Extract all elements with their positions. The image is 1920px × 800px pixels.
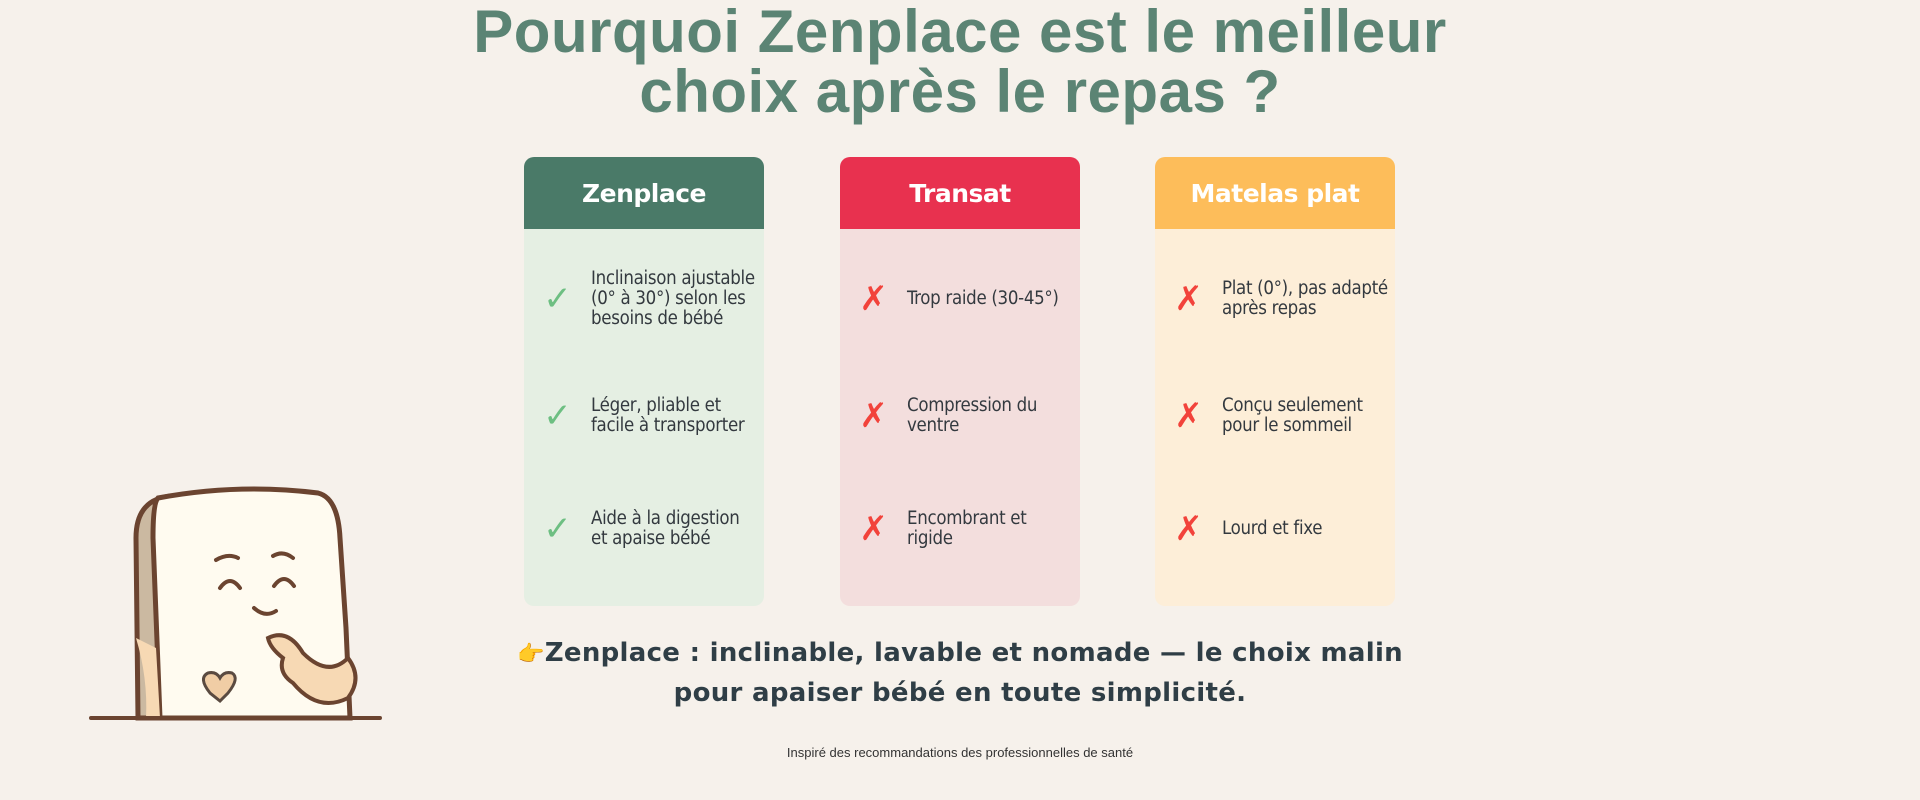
- footer-note: Inspiré des recommandations des professi…: [786, 745, 1134, 760]
- item-text: Trop raide (30-45°): [907, 288, 1059, 309]
- page-title: Pourquoi Zenplace est le meilleur choix …: [0, 2, 1920, 122]
- check-icon: ✓: [543, 279, 572, 319]
- comparison-card-matelas-plat: Matelas plat ✗ Plat (0°), pas adapté apr…: [1155, 157, 1395, 606]
- cross-icon: ✗: [859, 509, 888, 549]
- list-item: ✗ Encombrant et rigide: [840, 479, 1080, 579]
- comparison-card-transat: Transat ✗ Trop raide (30-45°) ✗ Compressi…: [840, 157, 1080, 606]
- list-item: ✗ Trop raide (30-45°): [840, 249, 1080, 349]
- list-item: ✓ Léger, pliable et facile à transporter: [524, 366, 764, 466]
- list-item: ✗ Compression du ventre: [840, 366, 1080, 466]
- check-icon: ✓: [543, 509, 572, 549]
- card-header: Zenplace: [524, 157, 764, 229]
- item-text: Encombrant et rigide: [907, 508, 1027, 549]
- list-item: ✓ Aide à la digestion et apaise bébé: [524, 479, 764, 579]
- mascot-illustration: [89, 486, 382, 721]
- card-body: ✗ Trop raide (30-45°) ✗ Compression du ve…: [840, 229, 1080, 606]
- summary-text: 👉Zenplace : inclinable, lavable et nomad…: [517, 638, 1403, 708]
- title-line-1: Pourquoi Zenplace est le meilleur: [473, 0, 1447, 65]
- check-icon: ✓: [543, 396, 572, 436]
- item-text: Aide à la digestion et apaise bébé: [591, 508, 740, 549]
- pointing-hand-icon: 👉: [517, 642, 545, 667]
- cross-icon: ✗: [859, 279, 888, 319]
- card-header: Transat: [840, 157, 1080, 229]
- card-body: ✓ Inclinaison ajustable (0° à 30°) selon…: [524, 229, 764, 606]
- item-text: Plat (0°), pas adapté après repas: [1222, 278, 1388, 319]
- cross-icon: ✗: [1174, 396, 1203, 436]
- card-header: Matelas plat: [1155, 157, 1395, 229]
- list-item: ✓ Inclinaison ajustable (0° à 30°) selon…: [524, 249, 764, 349]
- list-item: ✗ Plat (0°), pas adapté après repas: [1155, 249, 1395, 349]
- cross-icon: ✗: [1174, 279, 1203, 319]
- list-item: ✗ Conçu seulement pour le sommeil: [1155, 366, 1395, 466]
- item-text: Lourd et fixe: [1222, 518, 1323, 539]
- item-text: Compression du ventre: [907, 395, 1038, 436]
- item-text: Conçu seulement pour le sommeil: [1222, 395, 1363, 436]
- item-text: Inclinaison ajustable (0° à 30°) selon l…: [591, 268, 755, 329]
- title-line-2: choix après le repas ?: [639, 58, 1281, 125]
- cross-icon: ✗: [1174, 509, 1203, 549]
- item-text: Léger, pliable et facile à transporter: [591, 395, 745, 436]
- cross-icon: ✗: [859, 396, 888, 436]
- comparison-card-zenplace: Zenplace ✓ Inclinaison ajustable (0° à 3…: [524, 157, 764, 606]
- card-body: ✗ Plat (0°), pas adapté après repas ✗ Con…: [1155, 229, 1395, 606]
- list-item: ✗ Lourd et fixe: [1155, 479, 1395, 579]
